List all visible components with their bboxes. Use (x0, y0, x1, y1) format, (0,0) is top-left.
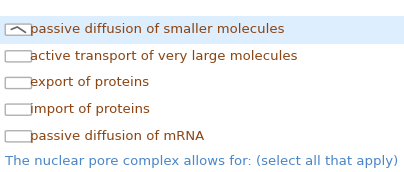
FancyBboxPatch shape (5, 24, 32, 35)
Text: import of proteins: import of proteins (30, 103, 150, 116)
Text: passive diffusion of mRNA: passive diffusion of mRNA (30, 130, 204, 143)
Text: The nuclear pore complex allows for: (select all that apply): The nuclear pore complex allows for: (se… (5, 155, 398, 168)
FancyBboxPatch shape (5, 77, 32, 89)
FancyBboxPatch shape (5, 104, 32, 115)
FancyBboxPatch shape (0, 16, 404, 44)
FancyBboxPatch shape (5, 51, 32, 62)
Text: active transport of very large molecules: active transport of very large molecules (30, 50, 298, 63)
Text: export of proteins: export of proteins (30, 77, 149, 89)
FancyBboxPatch shape (5, 131, 32, 142)
Text: passive diffusion of smaller molecules: passive diffusion of smaller molecules (30, 23, 285, 36)
